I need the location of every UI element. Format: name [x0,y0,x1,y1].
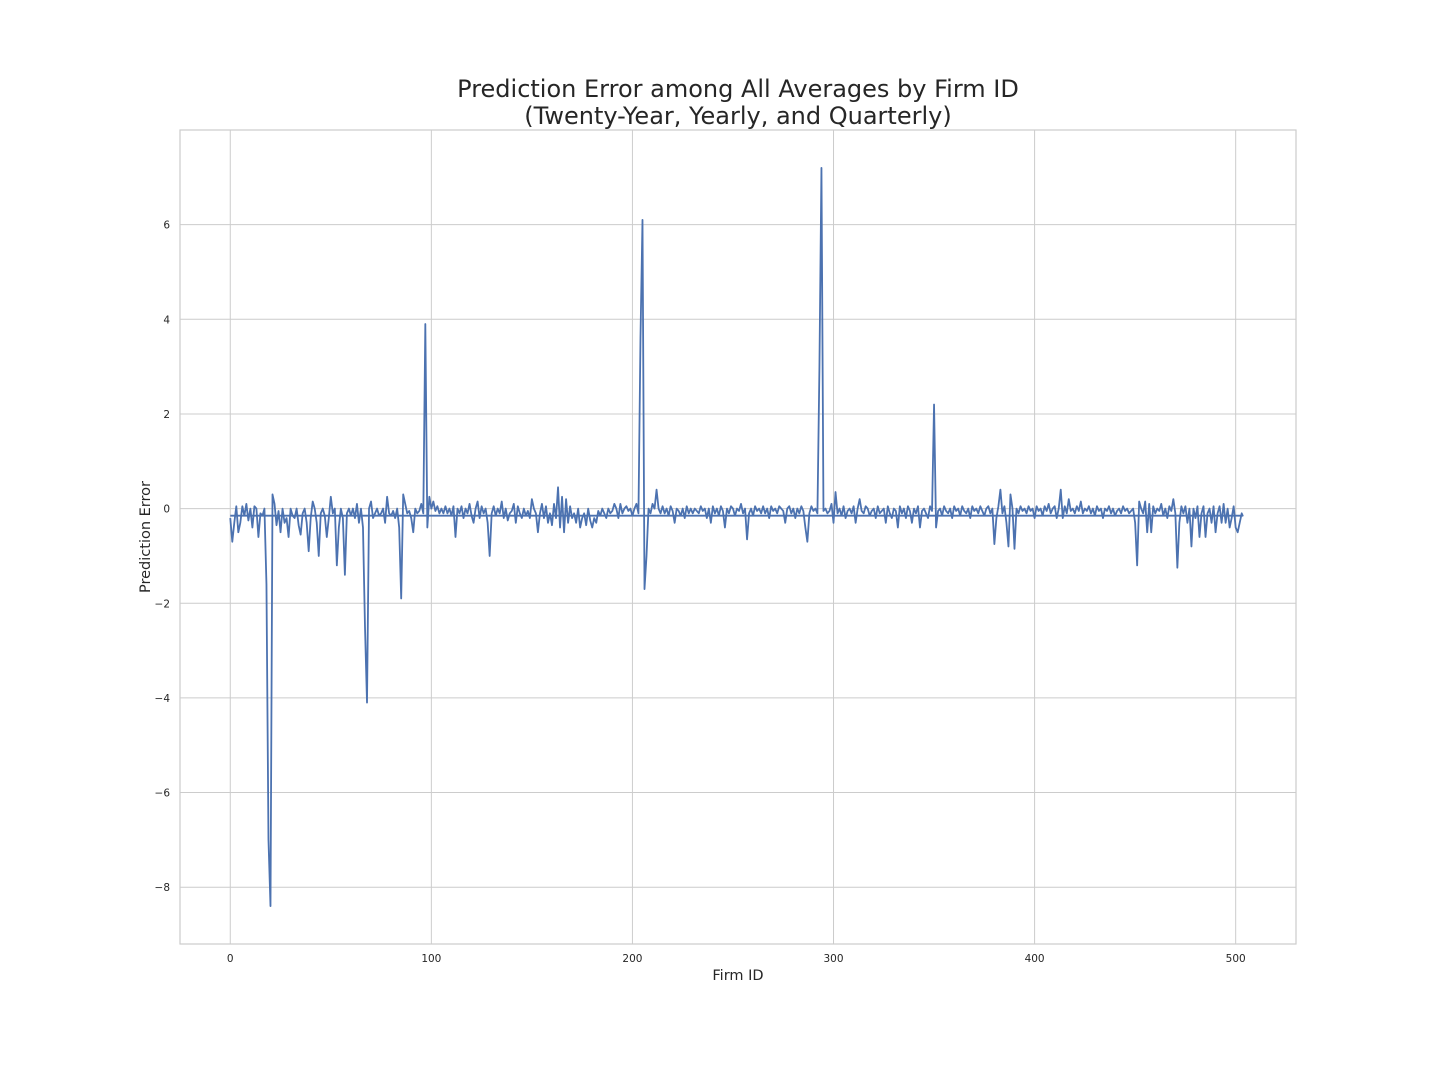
plot-area-frame [179,129,1297,945]
x-tick-label: 200 [622,953,642,965]
y-tick-label: −4 [155,693,171,705]
grid [180,130,1296,944]
x-tick-label: 100 [421,953,441,965]
x-axis-label: Firm ID [712,968,763,984]
series-line-0 [229,166,1244,908]
x-tick-label: 300 [823,953,843,965]
chart-title-line-1: Prediction Error among All Averages by F… [457,75,1019,103]
x-tick-label: 0 [227,953,234,965]
y-tick-label: 6 [163,220,170,232]
y-axis-ticks: −8 −6 −4 −2 0 2 4 6 [155,220,171,895]
series-layer [229,166,1244,908]
y-tick-label: −6 [155,788,171,800]
y-tick-label: −2 [155,598,170,610]
x-axis-ticks: 0 100 200 300 400 500 [227,953,1246,965]
y-tick-label: −8 [155,882,170,894]
y-tick-label: 2 [163,409,170,421]
y-tick-label: 4 [163,314,170,326]
y-axis-label: Prediction Error [138,481,154,593]
x-tick-label: 400 [1025,953,1045,965]
chart-title-line-2: (Twenty-Year, Yearly, and Quarterly) [524,102,951,130]
x-tick-label: 500 [1226,953,1246,965]
y-tick-label: 0 [163,504,170,516]
chart-title: Prediction Error among All Averages by F… [457,75,1019,130]
